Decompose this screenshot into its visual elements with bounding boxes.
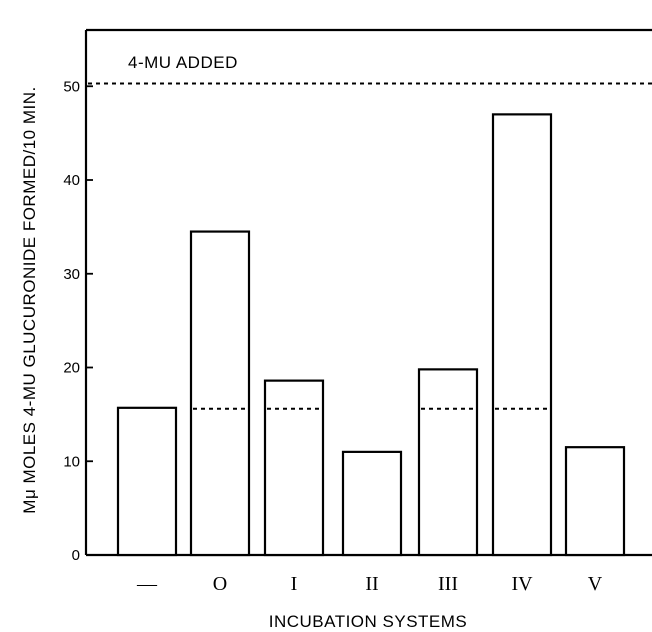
- bar-6: [491, 113, 553, 557]
- y-tick-label: 30: [63, 266, 80, 283]
- y-tick-label: 0: [72, 547, 80, 564]
- bar-1: [116, 406, 178, 557]
- bar-2: [189, 230, 251, 557]
- y-tick-label: 50: [63, 78, 80, 95]
- x-tick-label: III: [438, 573, 458, 595]
- y-axis-ticks: 0 10 20 30 40 50: [63, 78, 93, 564]
- x-tick-label: O: [213, 573, 227, 595]
- y-axis-label: Mμ MOLES 4-MU GLUCURONIDE FORMED/10 MIN.: [20, 86, 39, 513]
- bar-4: [341, 450, 403, 557]
- x-tick-label: V: [588, 573, 603, 595]
- annotation-4mu-added: 4-MU ADDED: [128, 53, 238, 72]
- x-axis-ticks: — O I II III IV V: [136, 573, 603, 595]
- x-tick-label: I: [291, 573, 298, 595]
- bar-series: [116, 113, 626, 557]
- y-tick-label: 40: [63, 172, 80, 189]
- bar-3: [263, 379, 325, 557]
- x-axis-label: INCUBATION SYSTEMS: [269, 612, 468, 631]
- x-tick-label: IV: [511, 573, 533, 595]
- x-tick-label: II: [365, 573, 378, 595]
- x-tick-label: —: [136, 573, 158, 595]
- y-tick-label: 10: [63, 453, 80, 470]
- bar-5: [417, 368, 479, 557]
- bar-7: [564, 446, 626, 557]
- reference-lines: [88, 82, 652, 410]
- y-tick-label: 20: [63, 360, 80, 377]
